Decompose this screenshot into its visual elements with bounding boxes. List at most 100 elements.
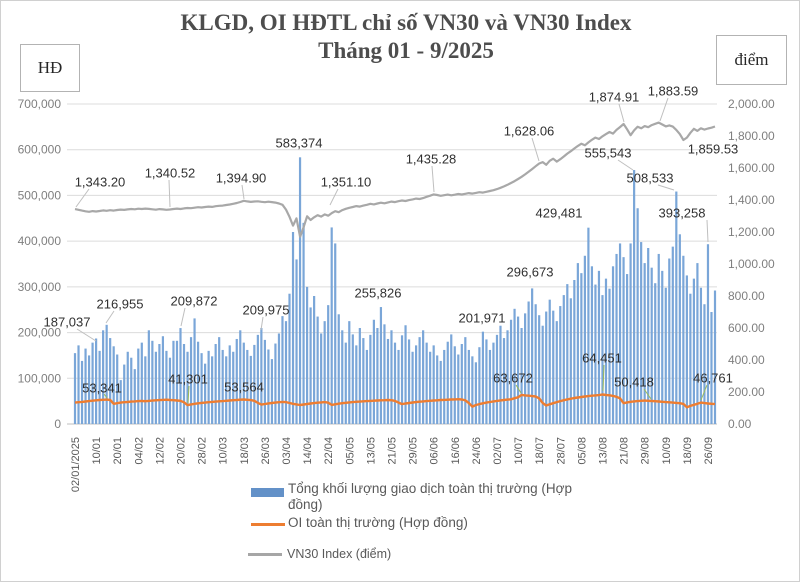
left-axis-unit-label: HĐ: [37, 58, 63, 77]
volume-bar: [172, 340, 175, 424]
annotation-label: 296,673: [507, 265, 554, 280]
x-tick-label: 18/09: [682, 437, 694, 465]
annotation-leader: [617, 159, 634, 171]
volume-bar: [713, 290, 717, 424]
x-tick-label: 16/06: [450, 437, 462, 465]
volume-bar: [404, 325, 407, 424]
x-tick-label: 20/01: [112, 437, 124, 465]
volume-bar: [130, 357, 133, 424]
annotation-label: 63,672: [493, 371, 533, 386]
annotation-label: 201,971: [459, 311, 506, 326]
volume-bar: [323, 321, 326, 424]
volume-bar: [576, 263, 579, 424]
annotation-leader: [260, 316, 264, 331]
volume-bar: [457, 354, 460, 424]
annotation-label: 64,451: [582, 351, 622, 366]
volume-bar: [221, 349, 224, 424]
annotation-label: 583,374: [276, 136, 323, 151]
volume-bar: [214, 344, 217, 424]
annotation-label: 209,872: [171, 294, 218, 309]
x-tick-label: 04/02: [133, 437, 145, 465]
annotation-label: 555,543: [585, 146, 632, 161]
volume-bar: [372, 319, 375, 424]
right-axis-label: 400.00: [728, 353, 765, 367]
volume-bar: [242, 342, 245, 424]
annotation-label: 429,481: [536, 206, 583, 221]
right-axis-unit-label: điểm: [734, 50, 769, 69]
annotation-label: 50,418: [614, 375, 654, 390]
annotation-label: 53,564: [224, 380, 264, 395]
annotation-leader: [105, 310, 115, 324]
annotation-leader: [168, 179, 171, 208]
volume-bar: [432, 345, 435, 424]
volume-bar: [513, 308, 516, 424]
volume-bar: [168, 357, 172, 424]
volume-bar: [453, 346, 456, 424]
volume-bar: [116, 354, 119, 424]
volume-bar: [640, 242, 643, 424]
volume-bar: [569, 298, 572, 424]
volume-bar: [274, 343, 277, 424]
volume-bar: [439, 360, 442, 424]
volume-bar: [397, 349, 400, 424]
x-tick-label: 18/03: [239, 437, 251, 465]
volume-bar: [481, 331, 485, 424]
vn30-line: [74, 121, 716, 238]
left-axis-label: 400,000: [18, 234, 62, 248]
volume-bar: [675, 191, 678, 424]
volume-bar: [703, 304, 706, 424]
volume-bar: [253, 344, 256, 424]
volume-bar: [80, 360, 84, 424]
x-tick-label: 13/08: [597, 437, 609, 465]
volume-bar: [105, 324, 108, 424]
volume-bar: [590, 266, 594, 424]
volume-bar: [126, 351, 129, 424]
annotation-label: 255,826: [355, 286, 402, 301]
annotation-label: 1,859.53: [688, 142, 739, 157]
volume-bar: [98, 350, 101, 424]
volume-bar: [196, 341, 200, 424]
volume-bar: [365, 349, 368, 424]
volume-bar: [295, 259, 298, 424]
volume-bar: [320, 333, 323, 424]
volume-bar: [566, 284, 569, 424]
annotation-leader: [643, 388, 652, 400]
annotation-label: 1,340.52: [145, 166, 196, 181]
volume-bar: [664, 287, 667, 424]
x-tick-label: 20/02: [175, 437, 187, 465]
volume-bar: [158, 344, 161, 424]
left-axis-label: 500,000: [18, 188, 62, 202]
chart-title: KLGD, OI HĐTL chỉ số VN30 và VN30 Index …: [61, 9, 751, 65]
volume-bar: [668, 258, 671, 424]
volume-bar: [460, 344, 463, 424]
volume-bar: [502, 338, 506, 424]
annotation-leader: [75, 188, 90, 208]
volume-bar: [330, 227, 333, 424]
volume-bar: [611, 266, 615, 424]
volume-bar: [337, 314, 340, 424]
volume-bar: [341, 330, 344, 424]
annotation-label: 41,301: [168, 372, 208, 387]
volume-bar: [443, 349, 446, 424]
volume-bar: [313, 296, 316, 424]
right-axis-label: 2,000.00: [728, 97, 775, 111]
volume-bar: [706, 244, 710, 424]
volume-bar: [316, 316, 319, 424]
volume-bar: [407, 339, 411, 424]
volume-bar: [552, 310, 555, 424]
annotation-leader: [700, 384, 708, 401]
volume-bar: [386, 338, 390, 424]
volume-bar: [200, 353, 203, 424]
x-tick-label: 06/06: [429, 437, 441, 465]
annotation-label: 508,533: [627, 171, 674, 186]
annotation-leader: [657, 184, 675, 191]
volume-bar: [161, 336, 165, 424]
legend-label-oi: OI toàn thị trường (Hợp đồng): [288, 515, 468, 530]
annotation-leader: [187, 385, 190, 404]
volume-bar: [485, 339, 488, 424]
volume-bar: [302, 222, 305, 424]
volume-bar: [309, 307, 312, 424]
volume-bar: [573, 280, 576, 424]
x-tick-label: 10/09: [661, 437, 673, 465]
volume-bar: [492, 342, 495, 424]
